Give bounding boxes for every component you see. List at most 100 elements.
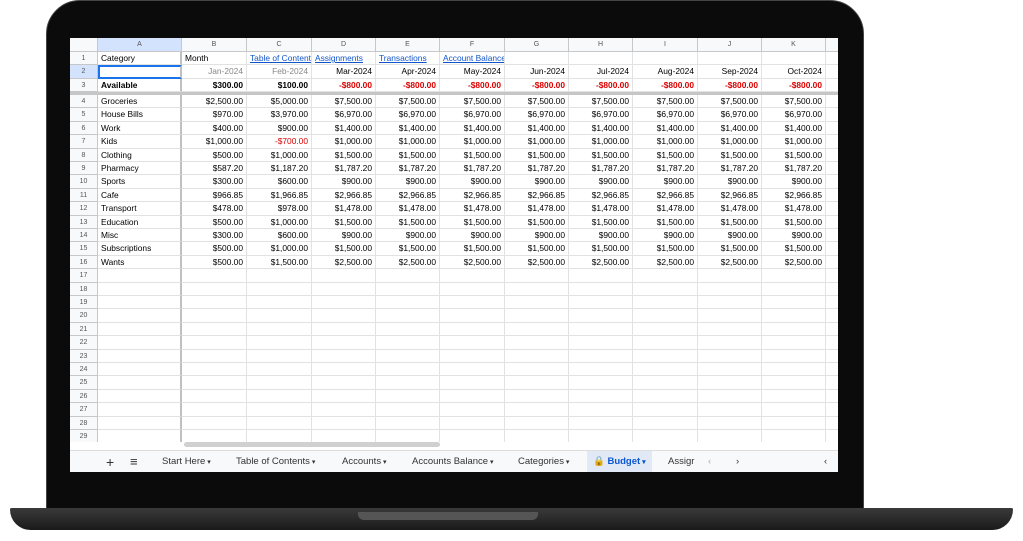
cell[interactable] xyxy=(98,336,182,350)
cell[interactable]: $2,500.00 xyxy=(182,95,247,109)
frozen-row-divider[interactable] xyxy=(70,92,838,96)
cell[interactable]: $1,500.00 xyxy=(698,242,762,256)
cell[interactable] xyxy=(505,322,569,337)
cell[interactable] xyxy=(440,269,505,283)
chevron-down-icon[interactable]: ▾ xyxy=(381,459,387,466)
cell[interactable]: $1,500.00 xyxy=(376,215,440,229)
cell[interactable] xyxy=(633,269,698,283)
cell[interactable] xyxy=(826,229,838,243)
row-header[interactable]: 7 xyxy=(70,135,98,149)
cell[interactable]: $900.00 xyxy=(633,175,698,189)
cell[interactable] xyxy=(826,269,838,283)
sheet-link[interactable]: Account Balances xyxy=(440,52,505,66)
all-sheets-menu-icon[interactable]: ≡ xyxy=(130,454,138,469)
cell[interactable]: $1,478.00 xyxy=(312,202,376,216)
cell[interactable] xyxy=(505,296,569,310)
cell[interactable] xyxy=(569,416,633,430)
cell[interactable] xyxy=(376,376,440,390)
sheet-tab-accounts-balance[interactable]: Accounts Balance ▾ xyxy=(406,451,500,472)
row-header[interactable]: 2 xyxy=(70,65,98,79)
scroll-tabs-left-icon[interactable]: ‹ xyxy=(708,456,712,467)
cell[interactable]: $7,500.00 xyxy=(633,95,698,109)
cell[interactable] xyxy=(376,309,440,323)
cell[interactable] xyxy=(569,269,633,283)
cell[interactable] xyxy=(182,376,247,390)
cell[interactable] xyxy=(182,416,247,430)
cell[interactable]: $1,000.00 xyxy=(182,135,247,149)
cell[interactable]: -$800.00 xyxy=(376,78,440,93)
collapse-sidebar-icon[interactable]: ‹ xyxy=(824,456,828,467)
cell[interactable] xyxy=(247,416,312,430)
cell[interactable]: $1,400.00 xyxy=(762,121,826,136)
cell[interactable]: $900.00 xyxy=(505,175,569,189)
cell[interactable] xyxy=(826,135,838,149)
cell[interactable]: $900.00 xyxy=(569,229,633,243)
cell[interactable] xyxy=(312,416,376,430)
cell[interactable]: $1,500.00 xyxy=(376,242,440,256)
column-header[interactable] xyxy=(826,38,838,52)
cell[interactable] xyxy=(247,322,312,337)
cell[interactable] xyxy=(698,269,762,283)
cell[interactable] xyxy=(182,403,247,417)
cell[interactable]: $1,400.00 xyxy=(698,121,762,136)
cell[interactable] xyxy=(569,52,633,66)
cell[interactable] xyxy=(698,309,762,323)
column-header[interactable]: C xyxy=(247,38,312,52)
cell[interactable] xyxy=(633,349,698,363)
cell[interactable] xyxy=(247,389,312,404)
cell[interactable]: $1,500.00 xyxy=(440,148,505,162)
cell[interactable]: $6,970.00 xyxy=(633,108,698,122)
cell[interactable]: Feb-2024 xyxy=(247,65,312,79)
row-header[interactable]: 29 xyxy=(70,430,98,442)
cell[interactable]: $500.00 xyxy=(182,255,247,270)
cell[interactable] xyxy=(762,309,826,323)
cell[interactable] xyxy=(247,309,312,323)
cell[interactable]: $1,000.00 xyxy=(247,242,312,256)
cell[interactable]: May-2024 xyxy=(440,65,505,79)
cell[interactable] xyxy=(826,403,838,417)
cell[interactable] xyxy=(569,282,633,296)
cell[interactable]: $1,787.20 xyxy=(312,162,376,176)
cell[interactable] xyxy=(182,269,247,283)
cell[interactable] xyxy=(505,430,569,442)
cell[interactable]: $6,970.00 xyxy=(312,108,376,122)
cell[interactable]: $1,187.20 xyxy=(247,162,312,176)
cell[interactable] xyxy=(98,269,182,283)
cell[interactable]: $1,787.20 xyxy=(698,162,762,176)
cell[interactable] xyxy=(247,349,312,363)
cell[interactable] xyxy=(440,336,505,350)
sheet-tab-start-here[interactable]: Start Here ▾ xyxy=(156,451,217,472)
cell[interactable]: $2,500.00 xyxy=(376,255,440,270)
cell[interactable]: $7,500.00 xyxy=(762,95,826,109)
cell[interactable] xyxy=(505,269,569,283)
cell[interactable]: $1,000.00 xyxy=(312,135,376,149)
scroll-tabs-right-icon[interactable]: › xyxy=(736,456,740,467)
cell[interactable] xyxy=(826,336,838,350)
cell[interactable]: $1,400.00 xyxy=(376,121,440,136)
cell[interactable] xyxy=(505,349,569,363)
cell[interactable] xyxy=(312,322,376,337)
cell[interactable] xyxy=(440,430,505,442)
cell[interactable] xyxy=(376,296,440,310)
cell[interactable]: $587.20 xyxy=(182,162,247,176)
cell[interactable]: Apr-2024 xyxy=(376,65,440,79)
cell[interactable] xyxy=(376,282,440,296)
cell[interactable] xyxy=(312,430,376,442)
cell[interactable]: $1,400.00 xyxy=(440,121,505,136)
cell[interactable] xyxy=(826,122,838,136)
cell[interactable] xyxy=(826,417,838,430)
sheet-tab-budget[interactable]: 🔒 Budget ▾ xyxy=(587,451,652,472)
cell[interactable]: $1,787.20 xyxy=(376,162,440,176)
cell[interactable] xyxy=(826,52,838,66)
cell[interactable] xyxy=(505,52,569,66)
cell[interactable]: $5,000.00 xyxy=(247,95,312,109)
cell[interactable] xyxy=(762,416,826,430)
sheet-link[interactable]: Table of Content xyxy=(247,52,312,66)
cell[interactable] xyxy=(312,282,376,296)
cell[interactable] xyxy=(826,363,838,377)
add-sheet-icon[interactable]: + xyxy=(106,454,115,470)
cell[interactable] xyxy=(247,282,312,296)
cell[interactable] xyxy=(376,322,440,337)
row-header[interactable]: 11 xyxy=(70,188,98,203)
cell[interactable] xyxy=(376,363,440,377)
